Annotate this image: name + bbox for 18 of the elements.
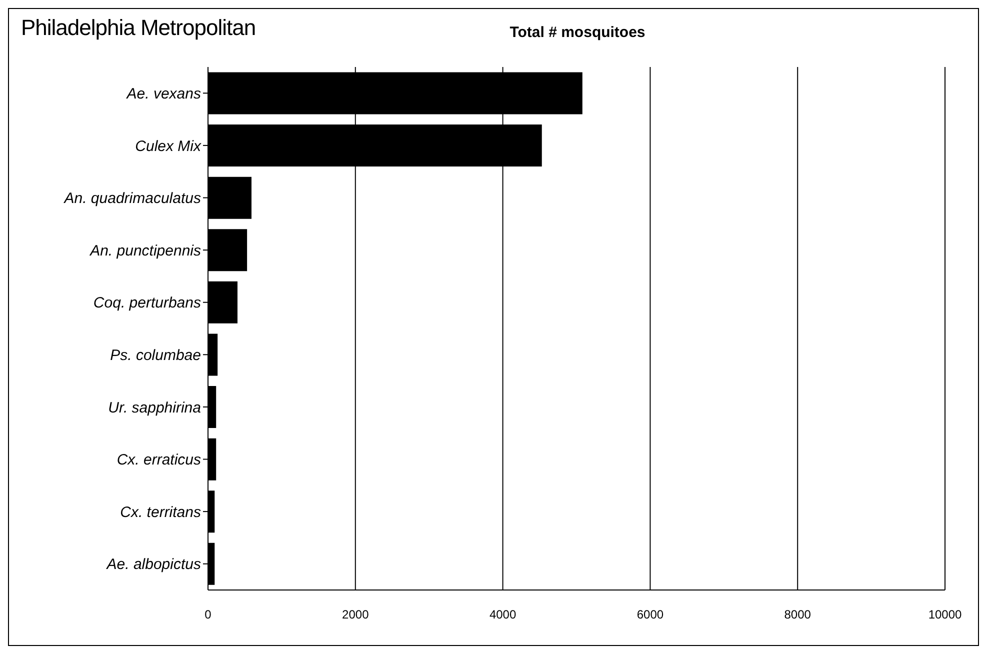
x-tick-label: 0 — [204, 608, 212, 622]
y-tick-label: Cx. territans — [120, 504, 202, 521]
y-tick-label: An. punctipennis — [89, 242, 202, 260]
y-tick-label: Ur. sapphirina — [108, 399, 201, 416]
y-tick-label: Culex Mix — [135, 138, 202, 155]
x-tick-label: 4000 — [489, 608, 516, 622]
y-tick-label: Ae. vexans — [126, 85, 202, 102]
x-tick-label: 8000 — [784, 608, 812, 622]
x-axis-title: Total # mosquitoes — [510, 24, 646, 41]
y-tick-label: An. quadrimaculatus — [63, 190, 202, 208]
y-tick-label: Cx. erraticus — [116, 452, 202, 469]
y-tick-label: Coq. perturbans — [93, 294, 202, 312]
x-tick-label: 6000 — [636, 608, 664, 622]
x-tick-label: 10000 — [928, 608, 962, 622]
y-tick-label: Ps. columbae — [110, 346, 201, 364]
x-tick-label: 2000 — [342, 608, 370, 622]
chart-title: Philadelphia Metropolitan — [21, 15, 256, 41]
y-tick-label: Ae. albopictus — [106, 556, 202, 574]
